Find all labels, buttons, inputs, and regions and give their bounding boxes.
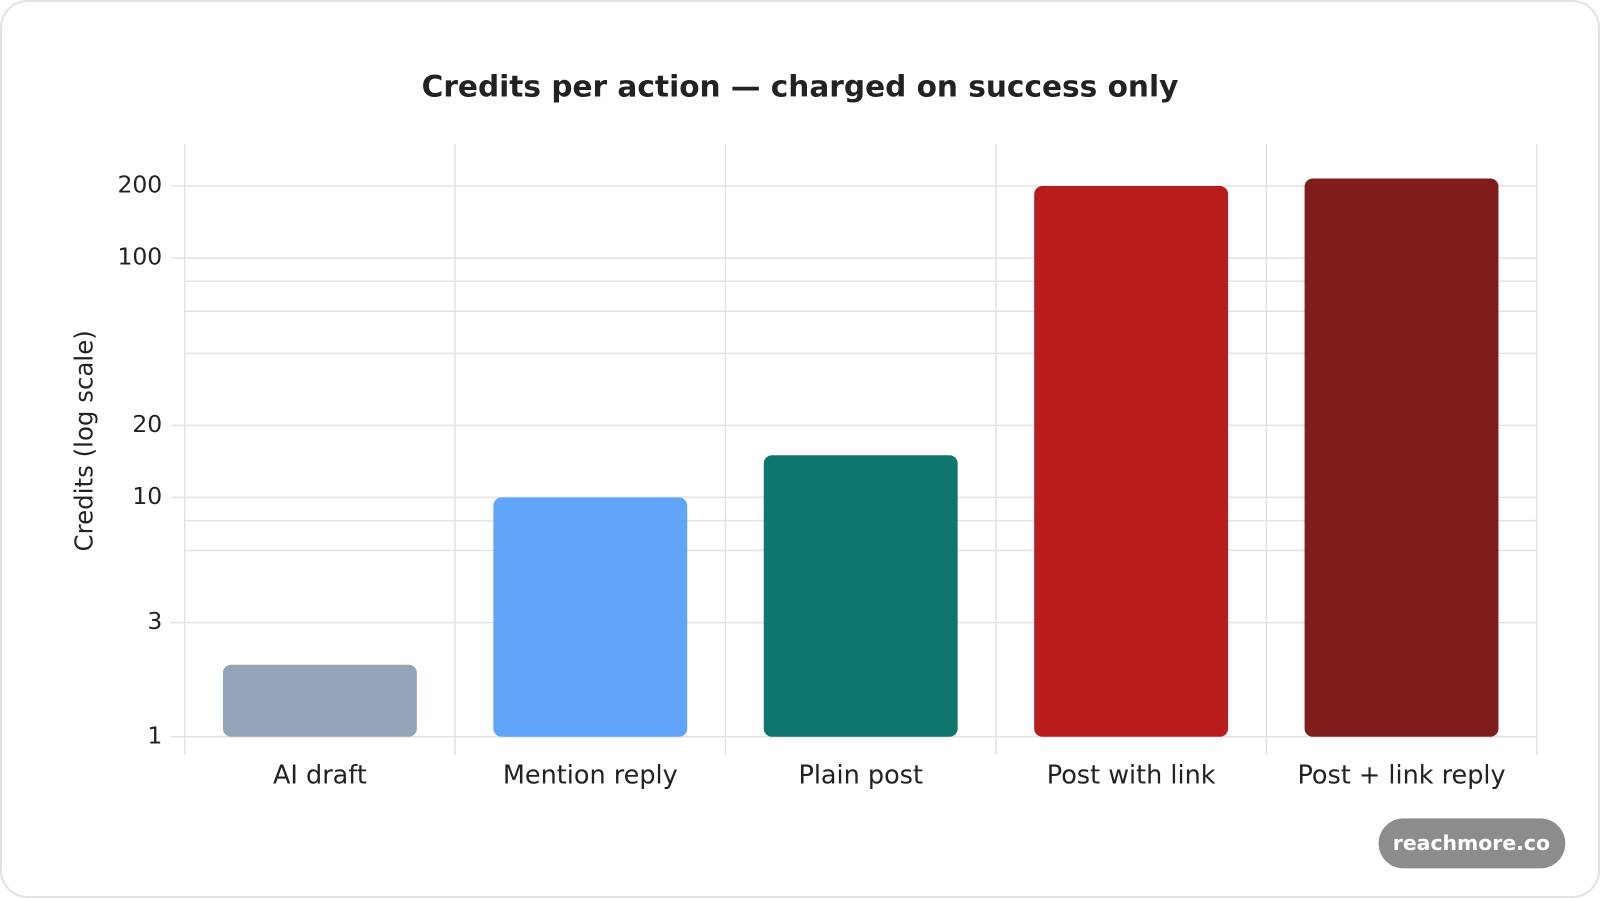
badge-text: reachmore.co [1393,831,1550,855]
bar [1304,178,1499,737]
marks: AI draft Mention reply Plain post Post with… [222,178,1506,791]
bar [493,497,688,737]
x-tick-label: Post with link [1047,761,1216,791]
y-axis-label: Credits (log scale) [70,330,99,551]
badge [1378,818,1566,869]
x-tick-label: AI draft [273,761,367,791]
y-tick-label: 10 [132,482,162,510]
x-tick-label: Post + link reply [1297,761,1505,791]
bar [1034,186,1229,737]
y-tick-label: 200 [117,171,162,199]
y-tick-label: 3 [147,607,162,635]
bar [222,664,417,737]
chart-title: Credits per action — charged on success … [422,69,1179,103]
y-tick-label: 100 [117,243,162,271]
x-tick-label: Mention reply [503,761,678,791]
bar [763,455,958,737]
y-tick-label: 20 [132,410,162,438]
x-tick-label: Plain post [798,761,923,791]
y-tick-label: 1 [147,721,162,749]
